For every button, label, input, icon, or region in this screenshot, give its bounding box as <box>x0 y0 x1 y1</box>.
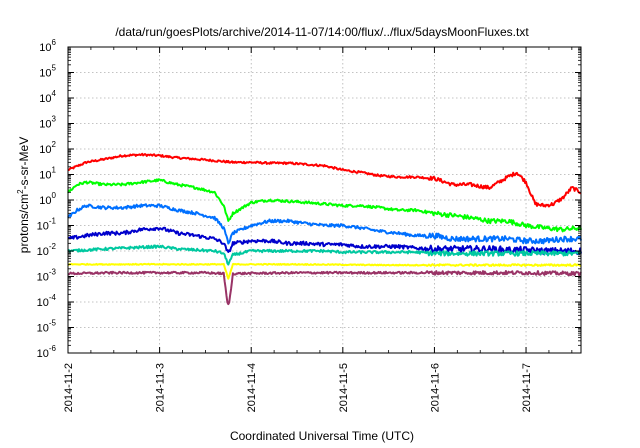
y-tick-label: 10-6 <box>37 344 57 360</box>
x-tick-label: 2014-11-7 <box>521 363 533 412</box>
y-tick-base: 10 <box>37 323 49 335</box>
y-tick-exponent: 2 <box>52 140 57 149</box>
y-tick-exponent: -3 <box>49 268 57 277</box>
x-tick-label: 2014-11-2 <box>63 363 75 412</box>
y-tick-label: 10-1 <box>37 217 57 233</box>
y-tick-label: 105 <box>39 64 56 80</box>
y-tick-base: 10 <box>39 195 51 207</box>
y-axis-label-pre: protons/cm <box>17 194 31 253</box>
y-tick-label: 101 <box>39 166 56 182</box>
y-tick-exponent: -4 <box>49 293 57 302</box>
y-tick-exponent: 4 <box>52 89 57 98</box>
series-line <box>67 152 582 208</box>
x-axis-ticks: 2014-11-2 2014-11-3 2014-11-4 2014-11-5 2014… <box>63 47 573 412</box>
series-line <box>67 178 582 233</box>
series-line <box>67 270 582 306</box>
series-line <box>67 244 582 266</box>
y-tick-exponent: 6 <box>52 38 57 47</box>
y-tick-label: 10-3 <box>37 268 57 284</box>
y-tick-base: 10 <box>39 144 51 156</box>
x-tick-label: 2014-11-3 <box>155 363 167 412</box>
y-tick-base: 10 <box>39 170 51 182</box>
y-tick-label: 10-2 <box>37 242 57 258</box>
y-tick-label: 103 <box>39 115 56 131</box>
y-tick-base: 10 <box>37 246 49 258</box>
series-line <box>67 203 582 245</box>
y-tick-base: 10 <box>39 93 51 105</box>
y-tick-base: 10 <box>39 119 51 131</box>
y-tick-exponent: -2 <box>49 242 57 251</box>
y-tick-exponent: -1 <box>49 217 57 226</box>
grid <box>68 47 581 353</box>
y-tick-exponent: -5 <box>49 319 57 328</box>
y-tick-base: 10 <box>37 221 49 233</box>
y-tick-label: 104 <box>39 89 56 105</box>
y-axis-label-post: -s-sr-MeV <box>17 137 31 190</box>
y-axis-label-sup: 2 <box>16 189 25 194</box>
x-tick-label: 2014-11-6 <box>429 363 441 412</box>
y-axis-label: protons/cm2-s-sr-MeV <box>16 137 31 253</box>
y-tick-exponent: 0 <box>52 191 57 200</box>
series-line <box>67 262 582 280</box>
y-tick-label: 102 <box>39 140 56 156</box>
y-axis-ticks: 10610510410310210110010-110-210-310-410-… <box>37 38 581 360</box>
y-tick-label: 100 <box>39 191 56 207</box>
y-tick-base: 10 <box>37 348 49 360</box>
y-tick-base: 10 <box>37 272 49 284</box>
y-tick-exponent: -6 <box>49 344 57 353</box>
y-tick-exponent: 1 <box>52 166 57 175</box>
series-line <box>67 226 582 256</box>
y-tick-exponent: 5 <box>52 64 57 73</box>
y-tick-base: 10 <box>39 68 51 80</box>
y-tick-label: 10-4 <box>37 293 57 309</box>
y-tick-base: 10 <box>39 42 51 54</box>
x-axis-label: Coordinated Universal Time (UTC) <box>230 429 414 443</box>
y-tick-exponent: 3 <box>52 115 57 124</box>
chart-title: /data/run/goesPlots/archive/2014-11-07/1… <box>115 25 529 39</box>
y-tick-label: 106 <box>39 38 56 54</box>
series-layer <box>67 152 582 306</box>
x-tick-label: 2014-11-4 <box>246 363 258 412</box>
x-tick-label: 2014-11-5 <box>338 363 350 412</box>
y-tick-label: 10-5 <box>37 319 57 335</box>
y-tick-base: 10 <box>37 297 49 309</box>
